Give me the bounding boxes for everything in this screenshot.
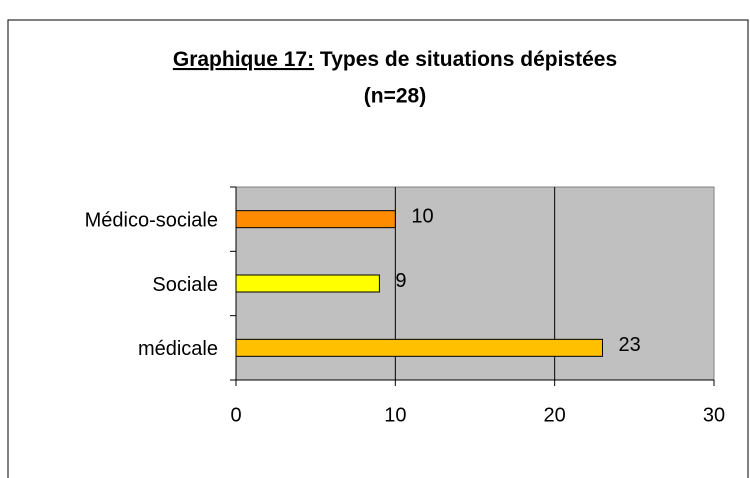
chart-subtitle: (n=28) <box>364 85 426 108</box>
y-tick-label: Médico-sociale <box>85 209 218 231</box>
data-label: 9 <box>395 270 406 292</box>
bar <box>235 210 396 229</box>
title-text: Types de situations dépistées <box>320 48 617 71</box>
data-label: 10 <box>411 205 433 227</box>
figure-label: Graphique 17: <box>173 48 314 71</box>
x-tick-label: 0 <box>230 404 241 426</box>
x-tick-label: 30 <box>703 404 725 426</box>
y-tick-label: médicale <box>138 338 218 360</box>
x-tick-label: 20 <box>544 404 566 426</box>
x-tick-label: 10 <box>384 404 406 426</box>
bar <box>235 338 603 357</box>
chart-frame <box>7 19 749 478</box>
bar <box>235 274 380 293</box>
chart-title: Graphique 17: Types de situations dépist… <box>173 48 617 71</box>
y-tick-label: Sociale <box>152 274 218 296</box>
data-label: 23 <box>618 334 640 356</box>
